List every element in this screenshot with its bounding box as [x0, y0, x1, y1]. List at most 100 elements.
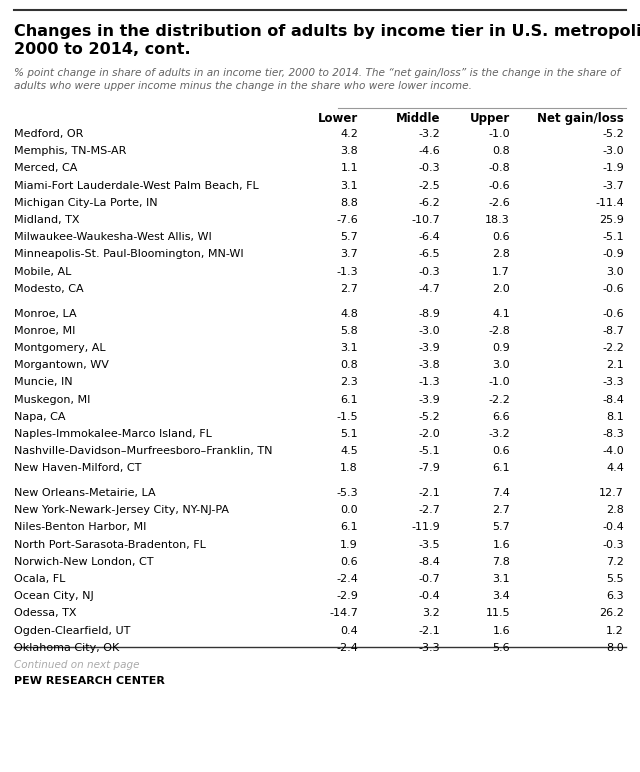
Text: -11.9: -11.9 [412, 523, 440, 533]
Text: 0.0: 0.0 [340, 505, 358, 515]
Text: 0.6: 0.6 [492, 232, 510, 242]
Text: 2.8: 2.8 [492, 249, 510, 259]
Text: Muncie, IN: Muncie, IN [14, 378, 72, 388]
Text: % point change in share of adults in an income tier, 2000 to 2014. The “net gain: % point change in share of adults in an … [14, 68, 620, 91]
Text: 11.5: 11.5 [485, 608, 510, 618]
Text: Changes in the distribution of adults by income tier in U.S. metropolitan areas,: Changes in the distribution of adults by… [14, 24, 640, 39]
Text: -2.2: -2.2 [488, 394, 510, 405]
Text: 1.1: 1.1 [340, 164, 358, 174]
Text: -3.9: -3.9 [419, 394, 440, 405]
Text: -5.2: -5.2 [602, 129, 624, 139]
Text: -2.6: -2.6 [488, 198, 510, 208]
Text: -2.0: -2.0 [419, 429, 440, 439]
Text: 1.2: 1.2 [606, 625, 624, 635]
Text: -4.6: -4.6 [419, 146, 440, 156]
Text: 2.1: 2.1 [606, 360, 624, 370]
Text: PEW RESEARCH CENTER: PEW RESEARCH CENTER [14, 676, 165, 686]
Text: 12.7: 12.7 [599, 488, 624, 498]
Text: -2.5: -2.5 [419, 181, 440, 191]
Text: New Haven-Milford, CT: New Haven-Milford, CT [14, 463, 141, 473]
Text: -3.2: -3.2 [488, 429, 510, 439]
Text: 3.0: 3.0 [606, 266, 624, 276]
Text: Montgomery, AL: Montgomery, AL [14, 343, 106, 353]
Text: -6.5: -6.5 [419, 249, 440, 259]
Text: Nashville-Davidson–Murfreesboro–Franklin, TN: Nashville-Davidson–Murfreesboro–Franklin… [14, 446, 273, 456]
Text: -1.0: -1.0 [488, 129, 510, 139]
Text: 4.4: 4.4 [606, 463, 624, 473]
Text: Memphis, TN-MS-AR: Memphis, TN-MS-AR [14, 146, 126, 156]
Text: -3.7: -3.7 [602, 181, 624, 191]
Text: 1.9: 1.9 [340, 540, 358, 550]
Text: 3.1: 3.1 [340, 343, 358, 353]
Text: 2000 to 2014, cont.: 2000 to 2014, cont. [14, 42, 191, 57]
Text: Mobile, AL: Mobile, AL [14, 266, 72, 276]
Text: Middle: Middle [396, 112, 440, 125]
Text: -0.6: -0.6 [602, 284, 624, 294]
Text: 0.8: 0.8 [492, 146, 510, 156]
Text: -5.1: -5.1 [602, 232, 624, 242]
Text: -1.3: -1.3 [337, 266, 358, 276]
Text: 3.4: 3.4 [492, 591, 510, 601]
Text: -5.2: -5.2 [419, 411, 440, 422]
Text: 5.8: 5.8 [340, 326, 358, 336]
Text: 3.1: 3.1 [340, 181, 358, 191]
Text: Ogden-Clearfield, UT: Ogden-Clearfield, UT [14, 625, 131, 635]
Text: 1.6: 1.6 [492, 625, 510, 635]
Text: -0.3: -0.3 [419, 164, 440, 174]
Text: 0.6: 0.6 [492, 446, 510, 456]
Text: -0.4: -0.4 [419, 591, 440, 601]
Text: 0.4: 0.4 [340, 625, 358, 635]
Text: -0.9: -0.9 [602, 249, 624, 259]
Text: 0.9: 0.9 [492, 343, 510, 353]
Text: 2.3: 2.3 [340, 378, 358, 388]
Text: 5.5: 5.5 [606, 574, 624, 584]
Text: 2.7: 2.7 [340, 284, 358, 294]
Text: -3.3: -3.3 [419, 643, 440, 653]
Text: 7.8: 7.8 [492, 557, 510, 567]
Text: Norwich-New London, CT: Norwich-New London, CT [14, 557, 154, 567]
Text: -0.4: -0.4 [602, 523, 624, 533]
Text: Milwaukee-Waukesha-West Allis, WI: Milwaukee-Waukesha-West Allis, WI [14, 232, 212, 242]
Text: -1.3: -1.3 [419, 378, 440, 388]
Text: Lower: Lower [317, 112, 358, 125]
Text: -0.6: -0.6 [602, 309, 624, 319]
Text: -1.5: -1.5 [337, 411, 358, 422]
Text: 1.8: 1.8 [340, 463, 358, 473]
Text: -4.7: -4.7 [418, 284, 440, 294]
Text: -3.5: -3.5 [419, 540, 440, 550]
Text: Morgantown, WV: Morgantown, WV [14, 360, 109, 370]
Text: -0.6: -0.6 [488, 181, 510, 191]
Text: 4.8: 4.8 [340, 309, 358, 319]
Text: -6.4: -6.4 [419, 232, 440, 242]
Text: 0.6: 0.6 [340, 557, 358, 567]
Text: Napa, CA: Napa, CA [14, 411, 65, 422]
Text: Ocean City, NJ: Ocean City, NJ [14, 591, 93, 601]
Text: 8.0: 8.0 [606, 643, 624, 653]
Text: -8.7: -8.7 [602, 326, 624, 336]
Text: -8.9: -8.9 [418, 309, 440, 319]
Text: -7.9: -7.9 [418, 463, 440, 473]
Text: 8.1: 8.1 [606, 411, 624, 422]
Text: Upper: Upper [470, 112, 510, 125]
Text: -0.3: -0.3 [419, 266, 440, 276]
Text: -5.1: -5.1 [419, 446, 440, 456]
Text: Medford, OR: Medford, OR [14, 129, 83, 139]
Text: 5.6: 5.6 [492, 643, 510, 653]
Text: Naples-Immokalee-Marco Island, FL: Naples-Immokalee-Marco Island, FL [14, 429, 212, 439]
Text: Net gain/loss: Net gain/loss [537, 112, 624, 125]
Text: 6.3: 6.3 [606, 591, 624, 601]
Text: 1.6: 1.6 [492, 540, 510, 550]
Text: Niles-Benton Harbor, MI: Niles-Benton Harbor, MI [14, 523, 147, 533]
Text: 2.7: 2.7 [492, 505, 510, 515]
Text: 7.2: 7.2 [606, 557, 624, 567]
Text: Monroe, LA: Monroe, LA [14, 309, 77, 319]
Text: -11.4: -11.4 [595, 198, 624, 208]
Text: Odessa, TX: Odessa, TX [14, 608, 77, 618]
Text: New Orleans-Metairie, LA: New Orleans-Metairie, LA [14, 488, 156, 498]
Text: Muskegon, MI: Muskegon, MI [14, 394, 90, 405]
Text: 3.7: 3.7 [340, 249, 358, 259]
Text: Minneapolis-St. Paul-Bloomington, MN-WI: Minneapolis-St. Paul-Bloomington, MN-WI [14, 249, 244, 259]
Text: -2.2: -2.2 [602, 343, 624, 353]
Text: -2.7: -2.7 [418, 505, 440, 515]
Text: 2.8: 2.8 [606, 505, 624, 515]
